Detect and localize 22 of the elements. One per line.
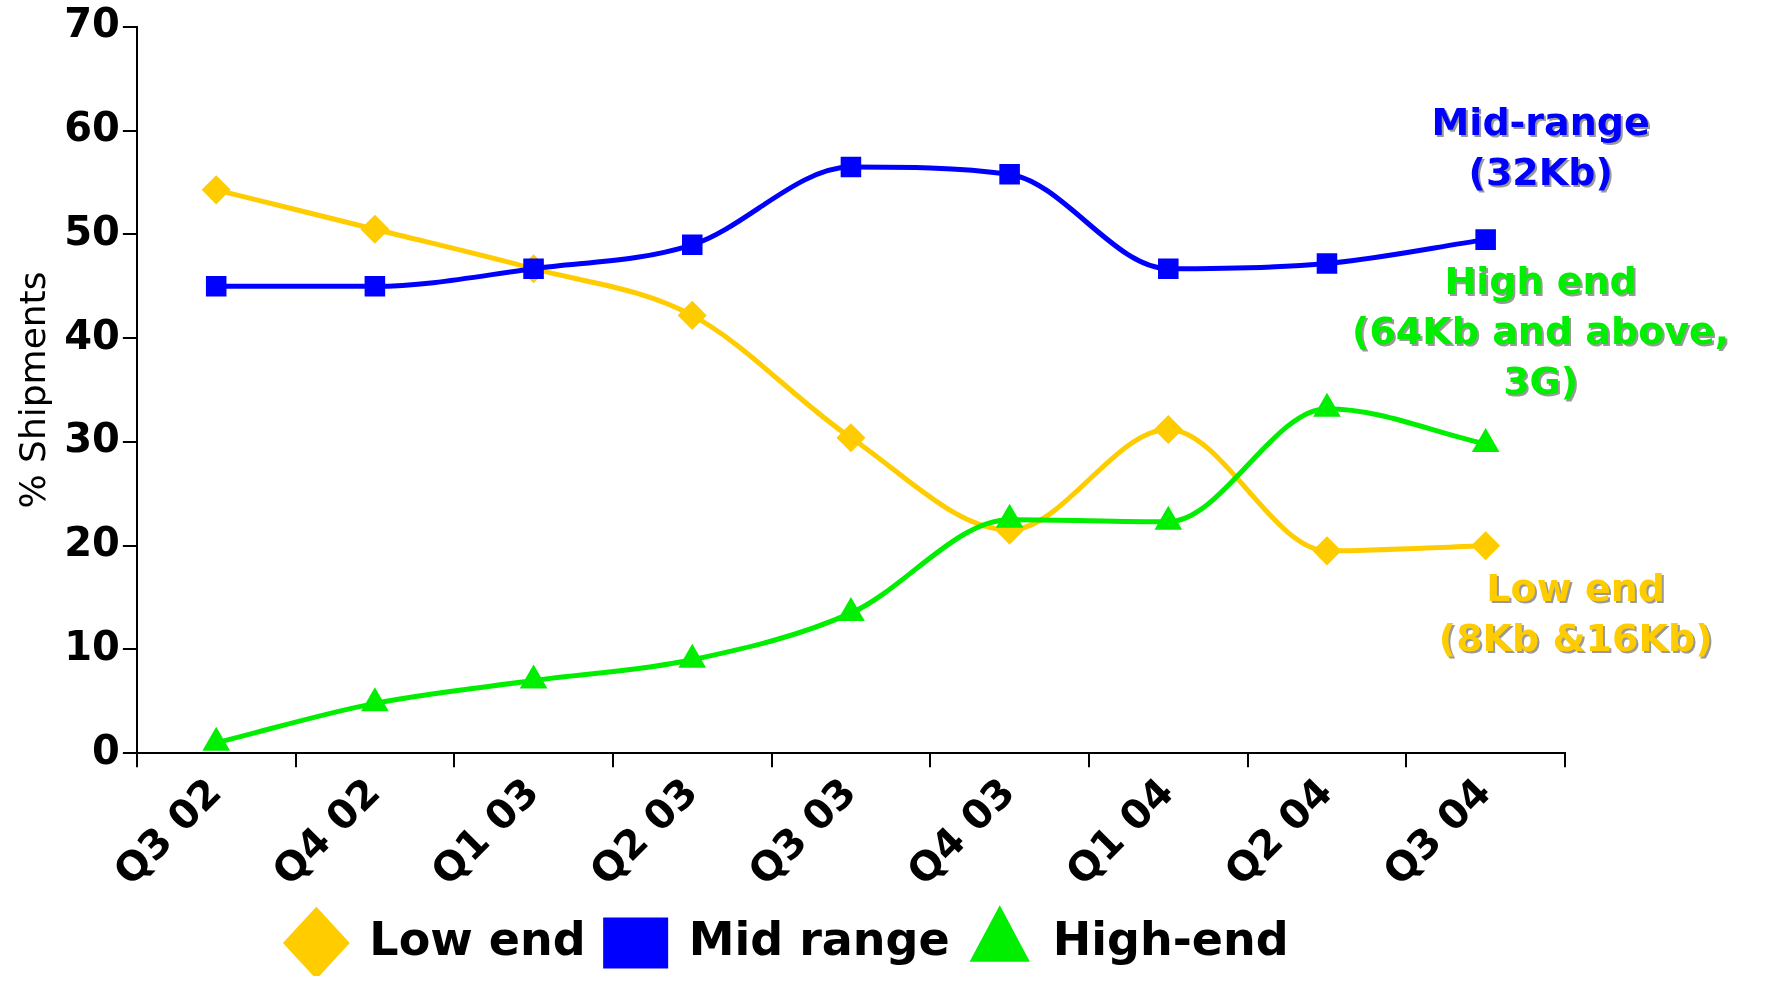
legend-label: Mid range — [688, 911, 950, 966]
y-tick-label: 10 — [64, 622, 120, 669]
annotation: Mid-range (32Kb) — [1431, 99, 1650, 196]
x-tick-label: Q4 02 — [263, 768, 389, 894]
y-tick-label: 30 — [64, 415, 120, 462]
legend-label: High-end — [1052, 911, 1289, 966]
x-tick-label: Q2 04 — [1215, 768, 1341, 894]
x-tick-label: Q3 03 — [739, 768, 865, 894]
legend-label: Low end — [369, 911, 586, 966]
text: High end (64Kb and above, 3G) — [1352, 258, 1730, 403]
y-tick-label: 70 — [64, 0, 120, 47]
annotation: Low end (8Kb &16Kb) — [1440, 565, 1715, 662]
y-axis-title: % Shipments — [11, 271, 53, 509]
x-tick-label: Q1 04 — [1056, 768, 1183, 894]
y-tick-label: 60 — [64, 104, 120, 151]
y-tick-label: 40 — [64, 311, 120, 358]
x-tick-label: Q4 03 — [897, 768, 1024, 894]
x-tick-label: Q3 04 — [1373, 768, 1500, 894]
x-tick-label: Q2 03 — [580, 768, 706, 894]
y-tick-label: 20 — [64, 519, 120, 566]
y-tick-label: 50 — [64, 207, 120, 254]
x-tick-label: Q1 03 — [421, 768, 548, 894]
